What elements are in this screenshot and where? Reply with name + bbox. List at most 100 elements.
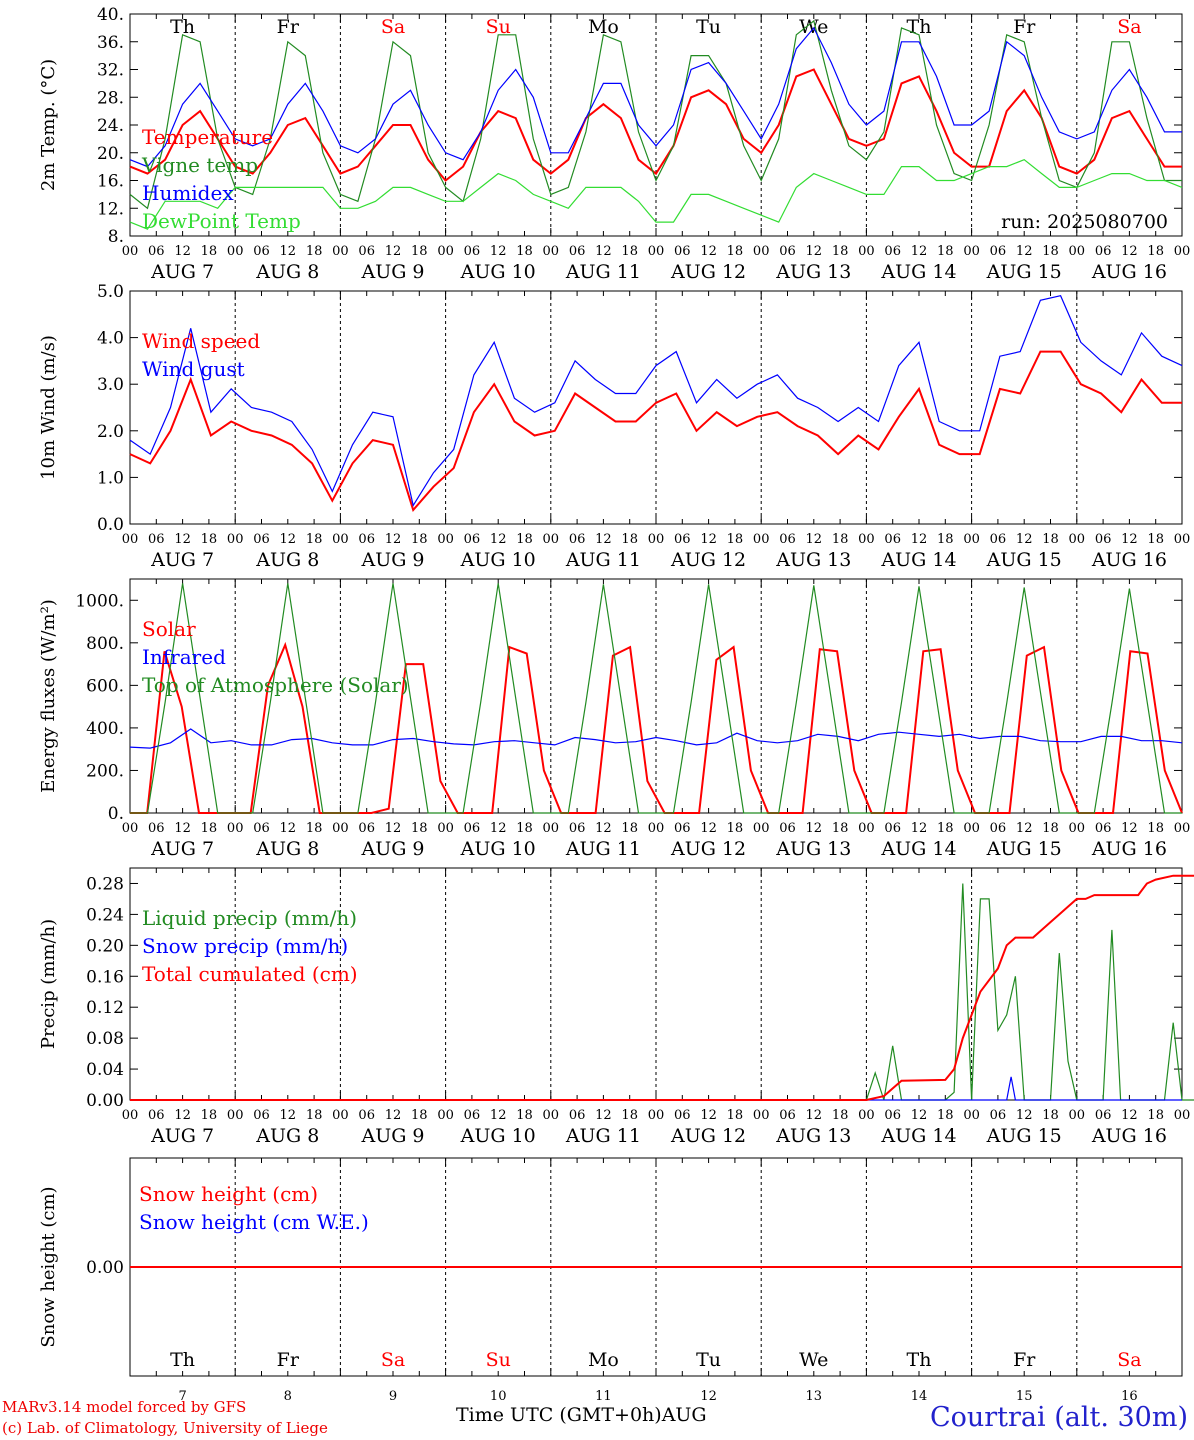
x-hour-label: 18 [937, 821, 954, 836]
x-hour-label: 00 [648, 1108, 665, 1123]
x-hour-label: 06 [569, 1108, 586, 1123]
x-hour-label: 12 [1016, 821, 1033, 836]
x-date-label: AUG 12 [670, 549, 746, 571]
x-hour-label: 00 [227, 1108, 244, 1123]
x-date-label: AUG 8 [255, 1125, 319, 1147]
x-hour-label: 18 [411, 821, 428, 836]
y-tick-label: 0.20 [86, 936, 124, 956]
day-number-label: 12 [700, 1389, 717, 1404]
y-tick-label: 200. [86, 761, 124, 781]
x-hour-label: 00 [1174, 1108, 1191, 1123]
x-hour-label: 00 [858, 244, 875, 259]
y-tick-label: 0.08 [86, 1029, 124, 1049]
time-axis-label: Time UTC (GMT+0h)AUG [456, 1404, 707, 1426]
y-tick-label: 5.0 [97, 282, 124, 302]
x-hour-label: 18 [1042, 1108, 1059, 1123]
x-hour-label: 00 [227, 532, 244, 547]
x-hour-label: 00 [122, 244, 139, 259]
x-hour-label: 06 [464, 821, 481, 836]
x-hour-label: 18 [937, 244, 954, 259]
x-hour-label: 00 [332, 532, 349, 547]
series-humidex [129, 26, 1182, 168]
y-tick-label: 0.16 [86, 967, 124, 987]
x-date-label: AUG 13 [775, 261, 851, 283]
x-hour-label: 06 [253, 821, 270, 836]
x-hour-label: 06 [569, 821, 586, 836]
x-hour-label: 06 [674, 1108, 691, 1123]
panel-1: 8. 12. 16. 20. 24. 28. 32. 36. 40. 2m Temp. (°C) 0… [38, 5, 1190, 283]
x-hour-label: 00 [1174, 532, 1191, 547]
x-hour-label: 18 [1147, 244, 1164, 259]
legend-entry: Infrared [142, 645, 226, 669]
x-date-label: AUG 12 [670, 838, 746, 860]
x-hour-label: 00 [543, 1108, 560, 1123]
x-hour-label: 06 [569, 244, 586, 259]
x-hour-label: 18 [201, 1108, 218, 1123]
x-hour-label: 18 [201, 244, 218, 259]
x-hour-label: 06 [464, 532, 481, 547]
x-hour-label: 12 [385, 244, 402, 259]
x-hour-label: 06 [1095, 244, 1112, 259]
weekday-label: Fr [277, 1349, 300, 1371]
time-label: Time UTC (GMT+0h) [456, 1404, 662, 1426]
series-infrared [129, 728, 1183, 749]
x-date-label: AUG 10 [460, 838, 536, 860]
x-date-label: AUG 13 [775, 549, 851, 571]
x-hour-label: 18 [306, 821, 323, 836]
x-hour-label: 12 [280, 244, 297, 259]
copyright-credit: (c) Lab. of Climatology, University of L… [2, 1419, 328, 1437]
x-hour-label: 12 [595, 1108, 612, 1123]
legend-entry: Temperature [142, 125, 273, 149]
x-hour-label: 18 [1147, 821, 1164, 836]
x-hour-label: 12 [280, 821, 297, 836]
x-hour-label: 18 [201, 532, 218, 547]
x-hour-label: 00 [648, 244, 665, 259]
x-hour-label: 06 [674, 821, 691, 836]
y-tick-label: 400. [86, 719, 124, 739]
weekday-label: Fr [277, 16, 300, 38]
x-hour-label: 18 [1042, 244, 1059, 259]
y-tick-label: 1000. [75, 591, 124, 611]
x-hour-label: 00 [753, 1108, 770, 1123]
x-hour-label: 00 [1069, 244, 1086, 259]
weekday-label: Sa [1117, 1349, 1141, 1371]
x-hour-label: 18 [937, 1108, 954, 1123]
x-date-label: AUG 10 [460, 549, 536, 571]
x-hour-label: 00 [858, 1108, 875, 1123]
x-hour-label: 00 [858, 532, 875, 547]
day-number-label: 15 [1016, 1389, 1033, 1404]
x-hour-label: 06 [358, 821, 375, 836]
weekday-label: We [799, 1349, 828, 1371]
weekday-label: Mo [588, 16, 619, 38]
panel-5: 0.00 Snow height (cm) Th Fr Sa Su Mo Tu We Th Fr Sa… [38, 1157, 1183, 1404]
series-temperature [129, 68, 1182, 182]
x-date-label: AUG 7 [150, 838, 214, 860]
y-tick-label: 0.24 [86, 905, 124, 925]
legend-entry: Snow height (cm W.E.) [139, 1210, 369, 1234]
series-total-cumulated-cm- [130, 874, 1194, 1101]
weekday-label: Tu [696, 16, 721, 38]
y-tick-label: 600. [86, 676, 124, 696]
x-date-label: AUG 11 [565, 838, 641, 860]
y-tick-label: 8. [108, 227, 124, 247]
station-name: Courtrai (alt. 30m) [929, 1402, 1188, 1433]
y-tick-label: 0.00 [86, 1091, 124, 1111]
x-hour-label: 12 [174, 244, 191, 259]
x-hour-label: 00 [332, 821, 349, 836]
x-hour-label: 06 [674, 532, 691, 547]
x-hour-label: 06 [1095, 1108, 1112, 1123]
day-number-label: 11 [595, 1389, 612, 1404]
y-tick-label: 0. [108, 804, 124, 824]
x-hour-label: 18 [411, 1108, 428, 1123]
x-hour-label: 06 [779, 821, 796, 836]
y-tick-label: 28. [97, 88, 124, 108]
x-hour-label: 06 [253, 244, 270, 259]
weekday-label: Su [486, 16, 511, 38]
x-hour-label: 12 [1121, 821, 1138, 836]
x-hour-label: 12 [385, 532, 402, 547]
x-hour-label: 06 [1095, 821, 1112, 836]
day-number-label: 7 [178, 1389, 186, 1404]
x-date-label: AUG 9 [360, 261, 424, 283]
x-hour-label: 12 [490, 821, 507, 836]
x-date-label: AUG 11 [565, 549, 641, 571]
